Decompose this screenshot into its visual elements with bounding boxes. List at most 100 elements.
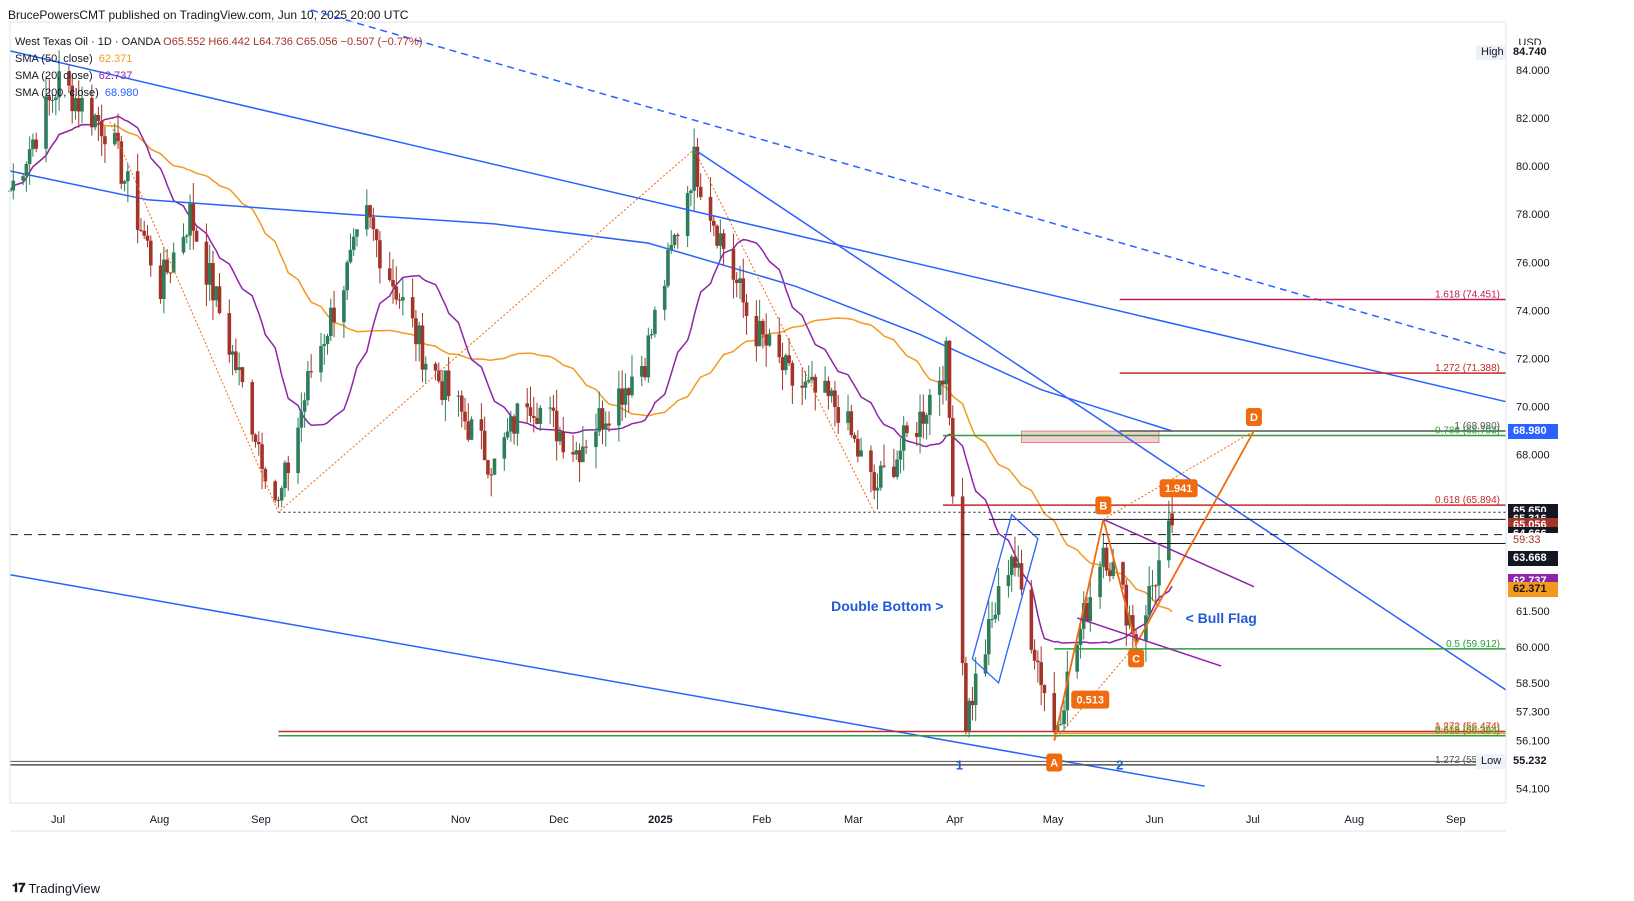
candle-body [148, 240, 153, 266]
candle-body [1081, 603, 1086, 629]
fib-label: 0.618 (65.894) [1435, 495, 1500, 506]
candle-body [1039, 662, 1043, 686]
candle-body [466, 421, 471, 440]
price-tick: 78.000 [1516, 209, 1550, 221]
candle-body [813, 376, 818, 393]
candle-body [214, 286, 219, 301]
candle-body [502, 437, 507, 459]
target-box [1021, 430, 1160, 443]
candle-body [162, 259, 166, 300]
price-tick: 72.000 [1516, 353, 1550, 365]
candle-body [685, 193, 690, 236]
candle-body [1150, 585, 1155, 587]
candle-body [973, 673, 978, 706]
candle-body [787, 355, 791, 364]
legend-sma20[interactable]: SMA (20, close) 62.737 [15, 68, 423, 85]
candle-body [394, 286, 399, 300]
wave-2-label: 2 [1116, 757, 1123, 772]
candle-body [669, 244, 674, 250]
candle-body [345, 262, 349, 291]
candle-body [1078, 628, 1083, 646]
candle-body [757, 320, 762, 347]
candle-body [1052, 693, 1057, 731]
ratio-1941-label-badge [1159, 479, 1198, 498]
candle-body [374, 229, 379, 241]
tradingview-logo-icon: 𝟏𝟕 [12, 880, 26, 895]
sma20-line [9, 115, 1173, 644]
candle-body [387, 268, 392, 281]
price-tick: 57.300 [1516, 707, 1550, 719]
time-tick: Sep [1446, 814, 1466, 826]
candle-body [960, 496, 965, 664]
legend-sma200-value: 68.980 [104, 87, 139, 99]
candle-body [240, 367, 245, 383]
legend-sma50[interactable]: SMA (50, close) 62.371 [15, 51, 423, 68]
candle-body [603, 423, 608, 429]
fib-label: 0.786 (68.793) [1435, 425, 1500, 436]
candle-body [378, 240, 382, 269]
candle-body [895, 459, 899, 477]
candle-body [296, 427, 300, 474]
candle-body [414, 318, 418, 345]
candle-body [551, 407, 556, 411]
price-chart[interactable]: 1.618 (74.451)1.272 (71.388)1 (68.980)0.… [0, 0, 1634, 880]
candle-body [21, 176, 25, 181]
flag-upper [1103, 518, 1255, 588]
candle-body [391, 280, 395, 287]
candle-body [806, 379, 811, 382]
candle-body [741, 278, 746, 303]
candle-body [790, 363, 795, 386]
candle-body [80, 97, 84, 112]
candle-body [250, 382, 255, 435]
candle-body [486, 460, 490, 475]
double-bottom-label: Double Bottom > [831, 598, 943, 614]
candle-body [165, 259, 169, 273]
candle-body [1157, 560, 1161, 586]
candle-body [433, 363, 438, 371]
candle-body [401, 297, 405, 301]
candle-body [437, 370, 441, 382]
price-tick: 82.000 [1516, 113, 1550, 125]
candle-body [784, 355, 788, 371]
time-tick: Nov [451, 814, 471, 826]
footer-brand[interactable]: 𝟏𝟕 TradingView [12, 880, 100, 896]
candle-body [93, 114, 97, 128]
candle-body [882, 465, 886, 467]
candle-body [921, 411, 926, 424]
candle-body [44, 96, 48, 149]
chart-legend: West Texas Oil · 1D · OANDA O65.552 H66.… [15, 34, 423, 102]
candle-body [967, 700, 971, 732]
countdown-tag: 59:33 [1508, 532, 1558, 548]
candle-body [803, 381, 808, 388]
double-bottom-channel [971, 513, 1039, 684]
candle-body [846, 411, 850, 423]
candle-body [869, 450, 873, 473]
candle-body [617, 388, 621, 426]
candle-body [584, 446, 588, 448]
candle-body [1104, 547, 1109, 571]
candle-body [715, 225, 719, 246]
candle-body [692, 146, 696, 191]
candle-body [139, 229, 143, 231]
candle-body [492, 458, 497, 475]
candle-body [191, 203, 196, 231]
candle-body [184, 235, 189, 237]
candle-body [302, 400, 307, 412]
candle-body [112, 132, 117, 145]
candle-body [234, 351, 238, 371]
candle-body [859, 450, 863, 457]
ratio-0513-label: 0.513 [1076, 695, 1104, 707]
candle-body [489, 474, 494, 476]
legend-high: H66.442 [208, 36, 250, 48]
candle-body [983, 654, 988, 674]
fib-label: 1.272 (71.388) [1435, 363, 1500, 374]
point-a-label-badge [1046, 753, 1063, 772]
fib-label: 0.618 (56.394) [1435, 726, 1500, 737]
bull-flag-label: < Bull Flag [1186, 610, 1257, 626]
point-c-label-badge [1128, 649, 1145, 668]
candle-body [810, 376, 814, 380]
legend-sma200[interactable]: SMA (200, close) 68.980 [15, 85, 423, 102]
candle-body [1153, 585, 1158, 587]
candle-body [852, 434, 857, 439]
candle-body [417, 325, 421, 345]
